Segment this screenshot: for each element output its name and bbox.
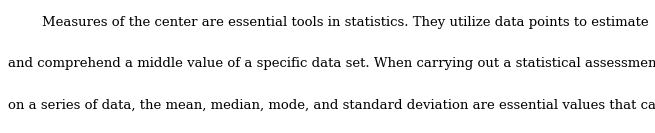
Text: Measures of the center are essential tools in statistics. They utilize data poin: Measures of the center are essential too… xyxy=(8,16,648,29)
Text: and comprehend a middle value of a specific data set. When carrying out a statis: and comprehend a middle value of a speci… xyxy=(8,57,655,70)
Text: on a series of data, the mean, median, mode, and standard deviation are essentia: on a series of data, the mean, median, m… xyxy=(8,98,655,111)
